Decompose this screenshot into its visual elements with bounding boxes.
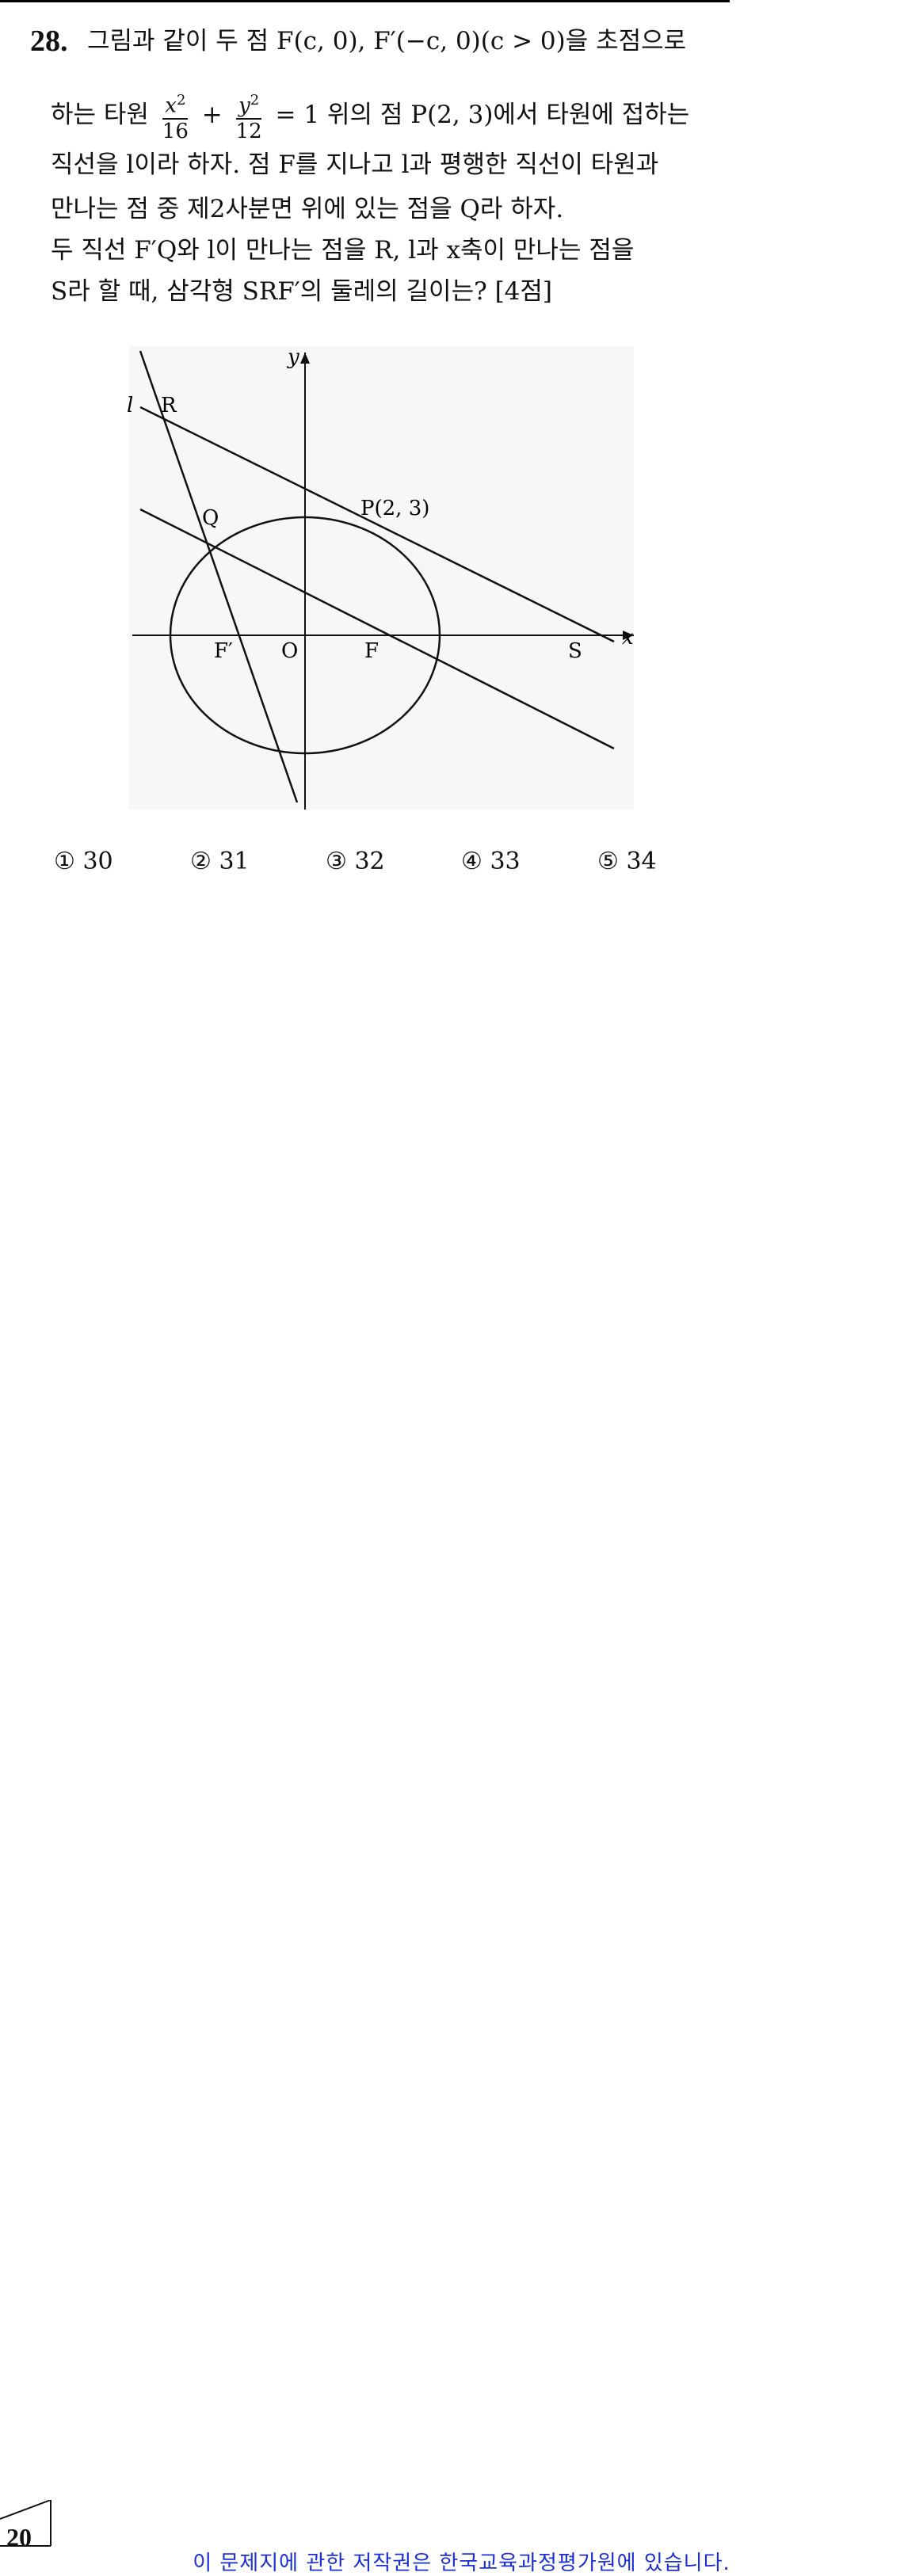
ellipse-curve xyxy=(169,516,441,755)
line-l-label: l xyxy=(127,394,133,417)
top-rule xyxy=(0,0,730,2)
point-f-prime-label: F′ xyxy=(214,639,233,663)
frac2-numerator: y xyxy=(238,93,250,118)
origin-label: O xyxy=(281,639,298,663)
point-r-label: R xyxy=(161,394,177,417)
choice-3-mark: ③ xyxy=(326,848,347,875)
frac2-denominator: 12 xyxy=(235,119,262,143)
choice-2-mark: ② xyxy=(190,848,212,875)
point-q-label: Q xyxy=(202,506,219,530)
plus-sign: + xyxy=(201,100,223,129)
choice-1-mark: ① xyxy=(54,848,75,875)
ellipse-figure: y x l R Q P(2, 3) F′ O F S xyxy=(127,346,634,810)
choice-4-value: 33 xyxy=(490,848,521,875)
copyright-notice: 이 문제지에 관한 저작권은 한국교육과정평가원에 있습니다. xyxy=(193,2551,730,2575)
parallel-line xyxy=(139,508,615,750)
line-2-suffix: = 1 위의 점 P(2, 3)에서 타원에 접하는 xyxy=(275,100,690,129)
problem-line-1: 그림과 같이 두 점 F(c, 0), F′(−c, 0)(c > 0)을 초점… xyxy=(87,27,687,55)
choice-2-value: 31 xyxy=(219,848,250,875)
choice-1-value: 30 xyxy=(82,848,113,875)
x-axis-label: x xyxy=(622,626,634,650)
choice-1[interactable]: ① 30 xyxy=(54,848,113,875)
figure-background xyxy=(129,346,634,810)
choice-5[interactable]: ⑤ 34 xyxy=(597,848,657,875)
choice-5-mark: ⑤ xyxy=(597,848,619,875)
line-2-prefix: 하는 타원 xyxy=(51,100,149,129)
line-f-prime-q xyxy=(139,350,299,803)
frac1-numerator: x xyxy=(165,93,177,118)
fraction-y-squared-over-12: y2 12 xyxy=(234,89,265,143)
tangent-line-l xyxy=(139,406,615,643)
y-axis-arrow xyxy=(300,352,310,364)
x-axis-arrow xyxy=(623,631,634,640)
point-p-label: P(2, 3) xyxy=(360,497,429,520)
fraction-x-squared-over-16: x2 16 xyxy=(160,89,191,143)
choice-3-value: 32 xyxy=(354,848,385,875)
problem-line-4: 만나는 점 중 제2사분면 위에 있는 점을 Q라 하자. xyxy=(51,195,564,223)
problem-line-3: 직선을 l이라 하자. 점 F를 지나고 l과 평행한 직선이 타원과 xyxy=(51,151,659,179)
choice-4[interactable]: ④ 33 xyxy=(461,848,521,875)
problem-line-6: S라 할 때, 삼각형 SRF′의 둘레의 길이는? [4점] xyxy=(51,277,553,306)
frac1-exponent: 2 xyxy=(176,92,186,109)
problem-line-5: 두 직선 F′Q와 l이 만나는 점을 R, l과 x축이 만나는 점을 xyxy=(51,236,635,265)
frac1-denominator: 16 xyxy=(162,119,189,143)
choice-4-mark: ④ xyxy=(461,848,482,875)
frac2-exponent: 2 xyxy=(250,92,260,109)
choice-3[interactable]: ③ 32 xyxy=(326,848,385,875)
choice-2[interactable]: ② 31 xyxy=(190,848,250,875)
problem-line-2: 하는 타원 x2 16 + y2 12 = 1 위의 점 P(2, 3)에서 타… xyxy=(51,89,689,143)
point-f-label: F xyxy=(364,639,379,663)
choice-5-value: 34 xyxy=(626,848,657,875)
problem-number: 28. xyxy=(30,25,68,58)
point-s-label: S xyxy=(568,639,582,663)
y-axis-label: y xyxy=(287,346,299,369)
